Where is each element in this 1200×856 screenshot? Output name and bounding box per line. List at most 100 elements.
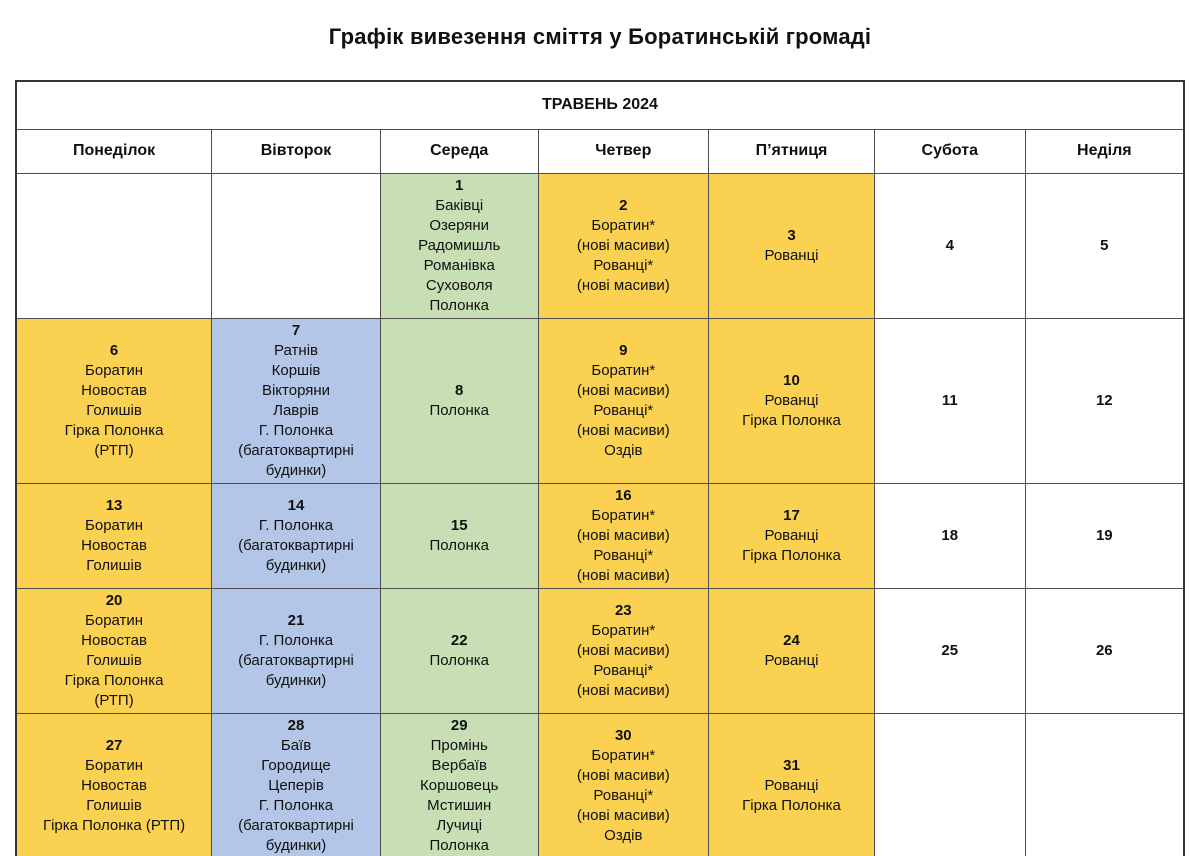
day-header-6: Субота — [873, 128, 1026, 174]
day-cell-4: 4 — [873, 172, 1026, 319]
village-line: (нові масиви) — [576, 421, 670, 439]
village-line: Новостав — [81, 536, 147, 554]
page-title: Графік вивезення сміття у Боратинській г… — [328, 24, 872, 49]
village-line: (багатоквартирні будинки) — [238, 441, 354, 479]
village-line: Вербаїв — [431, 756, 487, 774]
village-line: Рованці* — [593, 661, 654, 679]
village-line: (нові масиви) — [576, 276, 670, 294]
day-cell-23: 23 Боратин* (нові масиви) Рованці* (нові мас… — [537, 587, 710, 714]
village-line: Озеряни — [429, 216, 490, 234]
day-number: 10 — [783, 371, 800, 389]
village-line: Рованці — [764, 651, 819, 669]
day-number: 18 — [941, 526, 959, 544]
day-number: 5 — [1100, 236, 1109, 254]
village-line: Г. Полонка — [258, 516, 334, 534]
village-line: Городище — [261, 756, 331, 774]
day-number: 15 — [450, 516, 468, 534]
day-cell-17: 17 Рованці Гірка Полонка — [708, 482, 875, 589]
village-line: (нові масиви) — [576, 806, 670, 824]
village-line: Оздів — [604, 826, 643, 844]
village-line: Голишів — [86, 651, 142, 669]
day-cell-15: 15 Полонка — [379, 482, 539, 589]
day-header-row: Понеділок Вівторок Середа Четвер П’ятниця Суб… — [15, 128, 1185, 174]
day-number: 27 — [105, 736, 123, 754]
village-line: Рованці — [764, 776, 819, 794]
calendar-head: ТРАВЕНЬ 2024 Понеділок Вівторок Середа Четв… — [15, 80, 1185, 174]
day-header-2: Вівторок — [211, 128, 381, 174]
day-number: 7 — [291, 321, 301, 339]
day-number: 31 — [783, 756, 800, 774]
day-cell-26: 26 — [1024, 587, 1185, 714]
day-cell-20: 20 Боратин Новостав Голишів Гірка Полонка (РТ… — [15, 587, 213, 714]
day-cell-10: 10 Рованці Гірка Полонка — [708, 317, 875, 484]
day-number: 24 — [783, 631, 800, 649]
day-number: 1 — [455, 176, 464, 194]
village-line: Новостав — [81, 381, 147, 399]
week-row: 1 Баківці Озеряни Радомишль Романівка Суховол… — [15, 172, 1185, 319]
day-number: 13 — [105, 496, 123, 514]
village-line: Оздів — [604, 441, 643, 459]
day-cell-empty — [211, 172, 381, 319]
village-line: Романівка — [423, 256, 495, 274]
day-cell-18: 18 — [873, 482, 1026, 589]
village-line: Голишів — [86, 401, 142, 419]
day-cell-29: 29 Промінь Вербаїв Коршовець Мстишин Лучиці По… — [379, 712, 539, 856]
day-cell-19: 19 — [1024, 482, 1185, 589]
village-line: Полонка — [429, 536, 490, 554]
week-row: 6 Боратин Новостав Голишів Гірка Полонка (РТП… — [15, 317, 1185, 484]
day-number: 6 — [109, 341, 119, 359]
village-line: (нові масиви) — [576, 566, 670, 584]
village-line: Рованці* — [593, 786, 654, 804]
village-line: Боратин* — [591, 506, 656, 524]
day-cell-7: 7 Ратнів Коршів Вікторяни Лаврів Г. Полонка (б… — [211, 317, 381, 484]
village-line: Боратин* — [591, 746, 656, 764]
village-line: Радомишль — [418, 236, 501, 254]
village-line: (РТП) — [94, 691, 134, 709]
village-line: (багатоквартирні будинки) — [238, 651, 354, 689]
day-cell-2: 2 Боратин* (нові масиви) Рованці* (нові маси… — [537, 172, 710, 319]
village-line: Новостав — [81, 776, 147, 794]
village-line: Г. Полонка — [258, 796, 334, 814]
village-line: Голишів — [86, 556, 142, 574]
village-line: (нові масиви) — [576, 381, 670, 399]
day-cell-5: 5 — [1024, 172, 1185, 319]
village-line: Боратин* — [591, 216, 656, 234]
day-cell-27: 27 Боратин Новостав Голишів Гірка Полонка (Р… — [15, 712, 213, 856]
village-line: Баїв — [280, 736, 312, 754]
village-line: Цеперів — [268, 776, 324, 794]
day-header-1: Понеділок — [15, 128, 213, 174]
village-line: Вікторяни — [261, 381, 331, 399]
day-number: 2 — [619, 196, 628, 214]
village-line: Суховоля — [425, 276, 493, 294]
day-cell-empty — [15, 172, 213, 319]
day-header-3: Середа — [379, 128, 539, 174]
week-row: 20 Боратин Новостав Голишів Гірка Полонка (РТ… — [15, 587, 1185, 714]
village-line: Гірка Полонка — [64, 671, 164, 689]
day-cell-24: 24 Рованці — [708, 587, 875, 714]
village-line: Голишів — [86, 796, 142, 814]
village-line: Полонка — [429, 401, 490, 419]
village-line: Гірка Полонка — [742, 546, 841, 564]
day-cell-30: 30 Боратин* (нові масиви) Рованці* (нові мас… — [537, 712, 710, 856]
village-line: Боратин* — [591, 621, 656, 639]
village-line: (нові масиви) — [576, 681, 670, 699]
day-cell-1: 1 Баківці Озеряни Радомишль Романівка Суховол… — [379, 172, 539, 319]
day-cell-empty — [1024, 712, 1185, 856]
village-line: Рованці* — [593, 401, 654, 419]
village-line: Полонка — [429, 836, 490, 854]
day-header-5: П’ятниця — [708, 128, 875, 174]
day-cell-28: 28 Баїв Городище Цеперів Г. Полонка (багатокв… — [211, 712, 381, 856]
day-number: 30 — [614, 726, 632, 744]
day-number: 17 — [783, 506, 800, 524]
village-line: (багатоквартирні будинки) — [238, 536, 354, 574]
calendar-body: 1 Баківці Озеряни Радомишль Романівка Суховол… — [15, 172, 1185, 856]
day-number: 14 — [287, 496, 305, 514]
village-line: (багатоквартирні будинки) — [238, 816, 354, 854]
day-cell-12: 12 — [1024, 317, 1185, 484]
village-line: Мстишин — [427, 796, 492, 814]
village-line: Боратин* — [591, 361, 656, 379]
month-header-row: ТРАВЕНЬ 2024 — [15, 80, 1185, 130]
day-cell-31: 31 Рованці Гірка Полонка — [708, 712, 875, 856]
village-line: Коршів — [271, 361, 321, 379]
village-line: Ратнів — [274, 341, 318, 359]
